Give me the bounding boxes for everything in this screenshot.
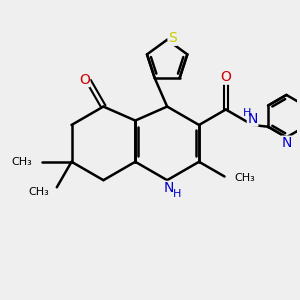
Text: H: H [242,108,251,118]
Text: N: N [248,112,258,126]
Text: CH₃: CH₃ [235,173,256,183]
Text: CH₃: CH₃ [11,157,32,167]
Text: O: O [220,70,231,84]
Text: O: O [79,73,90,87]
Text: N: N [164,182,174,195]
Text: H: H [172,189,181,199]
Text: N: N [281,136,292,150]
Text: S: S [168,31,177,45]
Text: CH₃: CH₃ [29,187,50,197]
